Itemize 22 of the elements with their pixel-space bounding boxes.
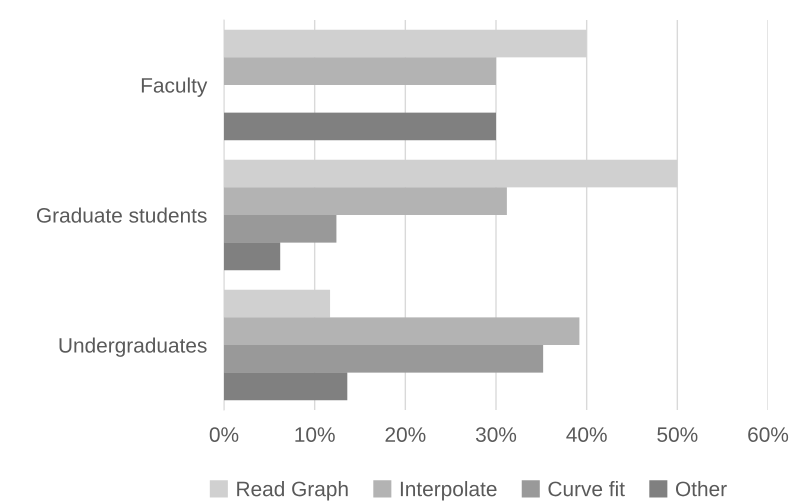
y-tick-label: Graduate students <box>36 207 207 223</box>
legend-label: Interpolate <box>400 481 497 500</box>
bar <box>224 372 348 400</box>
x-tick-label: 60% <box>748 427 788 442</box>
x-tick-label: 20% <box>386 427 426 442</box>
bar <box>224 242 280 270</box>
x-tick-label: 50% <box>657 427 698 442</box>
legend-label: Other <box>676 481 727 496</box>
y-tick-label: Undergraduates <box>60 337 207 357</box>
x-tick-label: 10% <box>295 427 335 442</box>
bar <box>224 187 507 215</box>
bar <box>224 215 336 243</box>
y-tick-label: Faculty <box>142 77 208 97</box>
bar <box>224 57 496 85</box>
x-tick-label: 30% <box>476 427 516 442</box>
bar <box>224 345 544 373</box>
legend-label: Curve fit <box>548 481 625 496</box>
bar <box>224 112 496 140</box>
x-tick-label: 0% <box>210 427 238 442</box>
legend-label: Read Graph <box>237 481 348 500</box>
bar <box>224 317 580 345</box>
x-tick-label: 40% <box>566 427 607 442</box>
